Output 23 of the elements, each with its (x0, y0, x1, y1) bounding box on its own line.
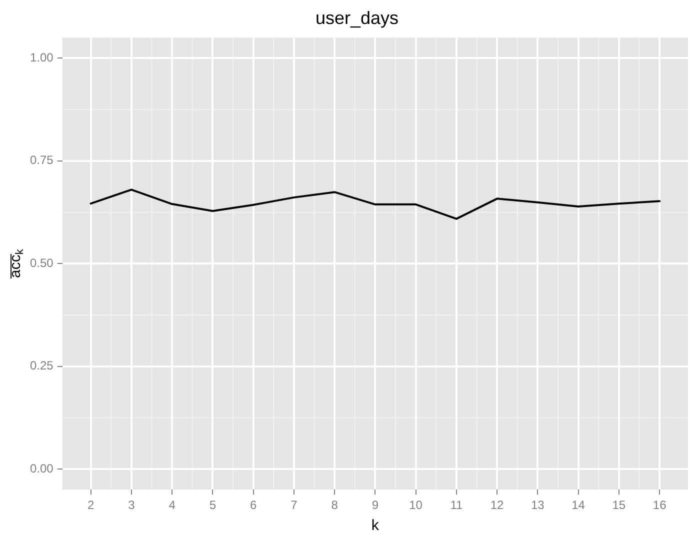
x-tick-label: 11 (450, 498, 463, 512)
chart-title: user_days (315, 8, 399, 28)
x-tick-label: 6 (250, 498, 257, 512)
y-tick-label: 0.00 (30, 461, 54, 476)
x-axis-title: k (371, 517, 380, 534)
x-tick-label: 2 (87, 498, 94, 512)
y-tick-label: 0.50 (30, 256, 54, 270)
x-tick-label: 4 (168, 498, 176, 512)
x-tick-label: 8 (331, 498, 338, 512)
y-tick-label: 0.25 (30, 358, 54, 373)
x-tick-label: 3 (128, 498, 136, 512)
x-tick-label: 14 (572, 498, 586, 512)
x-tick-label: 9 (372, 498, 379, 512)
x-tick-label: 5 (209, 498, 216, 512)
x-tick-label: 15 (612, 498, 626, 512)
y-axis-title: a̅c̅c̅k (7, 248, 26, 280)
x-tick-label: 13 (531, 498, 545, 512)
x-tick-label: 10 (409, 498, 423, 512)
y-tick-label: 0.75 (30, 153, 54, 168)
x-tick-label: 7 (290, 498, 298, 512)
y-tick-label: 1.00 (30, 50, 54, 64)
x-tick-label: 12 (490, 498, 504, 512)
x-tick-label: 16 (652, 498, 667, 512)
